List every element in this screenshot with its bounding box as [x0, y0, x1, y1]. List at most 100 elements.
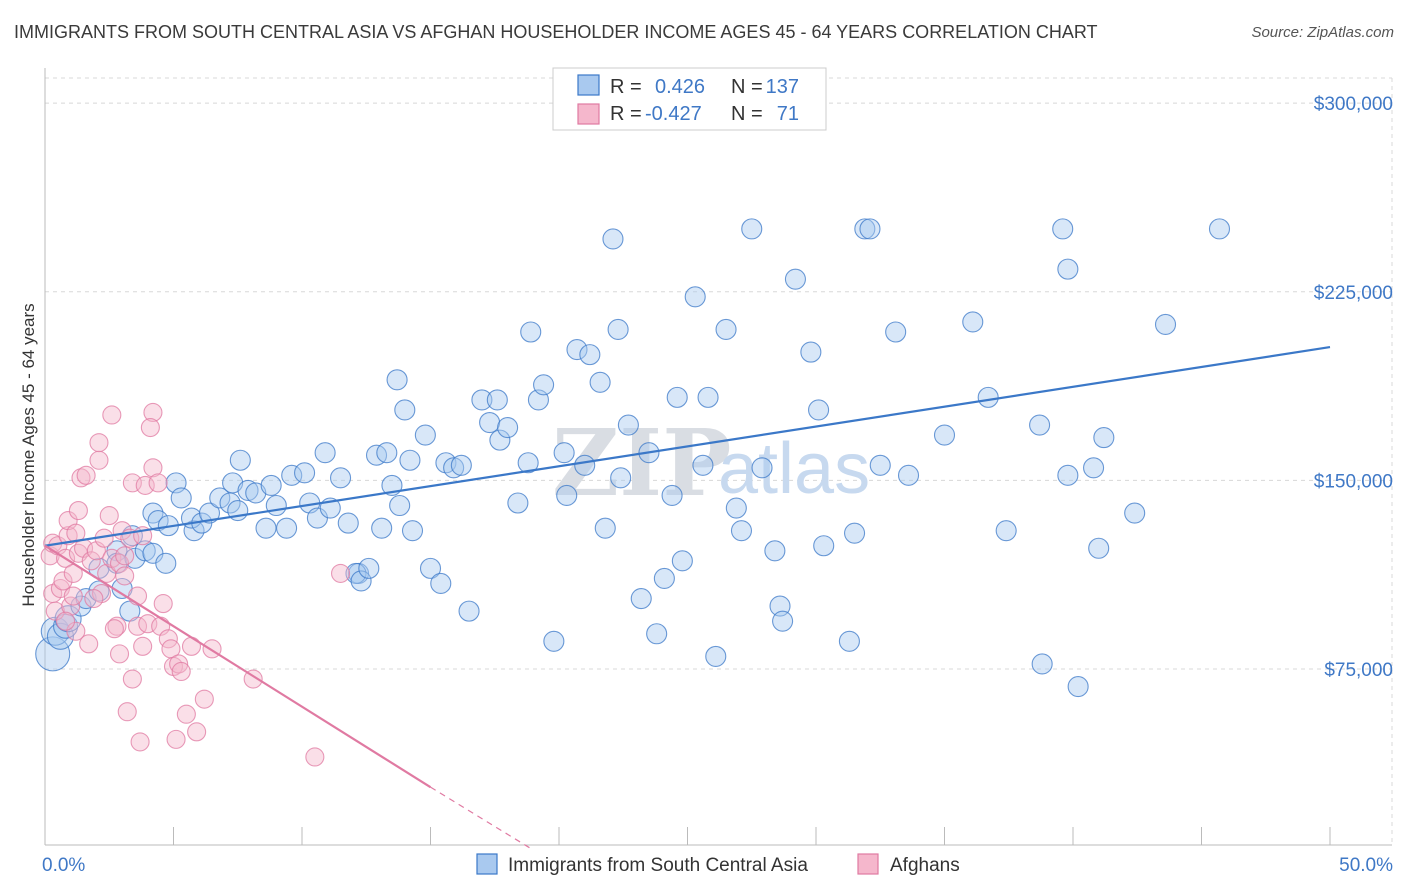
chart-title: IMMIGRANTS FROM SOUTH CENTRAL ASIA VS AF…: [14, 22, 1098, 42]
trend-line-afghans: [44, 544, 432, 789]
point-south-central-asia: [35, 636, 71, 672]
point-afghans: [115, 566, 135, 586]
point-afghans: [176, 704, 196, 724]
point-south-central-asia: [579, 344, 601, 366]
point-south-central-asia: [1057, 464, 1079, 486]
point-afghans: [127, 586, 148, 606]
point-south-central-asia: [486, 389, 508, 411]
bottom-legend-swatch-pink: [857, 853, 879, 875]
point-south-central-asia: [977, 386, 999, 408]
point-south-central-asia: [365, 444, 388, 466]
point-south-central-asia: [209, 487, 231, 509]
point-afghans: [148, 473, 168, 493]
point-afghans: [79, 634, 99, 654]
point-south-central-asia: [838, 630, 860, 652]
point-south-central-asia: [294, 462, 316, 484]
point-south-central-asia: [1029, 414, 1051, 436]
point-south-central-asia: [556, 484, 578, 506]
point-south-central-asia: [607, 318, 629, 341]
point-afghans: [153, 594, 173, 614]
axis-layer: $75,000 $150,000 $225,000 $300,000 0.0% 50.0%: [42, 68, 1393, 876]
point-south-central-asia: [198, 502, 221, 524]
point-south-central-asia: [497, 417, 519, 439]
point-south-central-asia: [399, 449, 421, 471]
point-south-central-asia: [553, 442, 575, 464]
point-south-central-asia: [329, 467, 352, 489]
point-south-central-asia: [594, 517, 616, 539]
point-afghans: [143, 402, 163, 423]
point-south-central-asia: [764, 540, 786, 562]
point-afghans: [330, 563, 351, 583]
point-afghans: [76, 465, 96, 485]
point-south-central-asia: [389, 494, 411, 517]
legend-r-value: -0.427: [645, 103, 702, 125]
point-afghans: [58, 526, 78, 546]
point-south-central-asia: [1052, 218, 1074, 240]
point-south-central-asia: [458, 600, 480, 622]
chart-source: Source: ZipAtlas.com: [1251, 24, 1394, 41]
watermark-atlas: atlas: [718, 429, 870, 509]
point-south-central-asia: [730, 520, 753, 542]
point-south-central-asia: [337, 512, 359, 534]
point-afghans: [107, 616, 127, 636]
bottom-legend: Immigrants from South Central Asia Afgha…: [476, 853, 960, 876]
point-south-central-asia: [630, 588, 652, 610]
x-tick-label: 0.0%: [42, 855, 85, 876]
point-south-central-asia: [479, 411, 501, 434]
point-afghans: [181, 636, 202, 656]
point-south-central-asia: [741, 218, 763, 240]
point-south-central-asia: [265, 494, 287, 517]
bottom-legend-swatch-blue: [476, 853, 498, 875]
legend-r-value: 0.426: [655, 76, 705, 98]
point-south-central-asia: [885, 321, 907, 343]
point-afghans: [194, 689, 214, 709]
legend-n-value: 71: [777, 103, 799, 125]
point-south-central-asia: [705, 645, 727, 667]
point-south-central-asia: [155, 552, 177, 574]
point-south-central-asia: [715, 318, 737, 341]
point-south-central-asia: [869, 454, 891, 476]
point-south-central-asia: [1057, 258, 1079, 280]
point-south-central-asia: [1031, 653, 1053, 675]
point-south-central-asia: [684, 286, 706, 308]
point-south-central-asia: [671, 550, 693, 572]
point-south-central-asia: [800, 341, 822, 363]
point-afghans: [166, 729, 186, 749]
point-south-central-asia: [859, 218, 881, 240]
point-south-central-asia: [489, 429, 511, 451]
point-south-central-asia: [1093, 427, 1115, 449]
legend-n-label: N =: [731, 103, 763, 125]
point-south-central-asia: [507, 492, 529, 514]
y-tick-label: $150,000: [1314, 471, 1393, 492]
point-south-central-asia: [589, 371, 611, 393]
y-tick-label: $225,000: [1314, 283, 1393, 304]
point-south-central-asia: [566, 339, 588, 361]
point-afghans: [71, 468, 91, 488]
point-south-central-asia: [222, 472, 244, 494]
point-south-central-asia: [276, 517, 298, 539]
point-south-central-asia: [533, 374, 555, 396]
point-afghans: [130, 732, 150, 752]
point-south-central-asia: [772, 610, 794, 632]
point-south-central-asia: [394, 399, 416, 421]
y-axis-label: Householder Income Ages 45 - 64 years: [19, 303, 38, 606]
point-afghans: [140, 418, 160, 438]
point-south-central-asia: [725, 497, 747, 519]
legend-swatch-blue: [577, 74, 600, 96]
point-south-central-asia: [450, 454, 472, 476]
point-south-central-asia: [784, 268, 806, 290]
point-south-central-asia: [371, 517, 393, 539]
point-south-central-asia: [897, 464, 920, 486]
bottom-legend-label: Afghans: [890, 855, 960, 876]
point-south-central-asia: [543, 630, 565, 652]
point-south-central-asia: [255, 517, 277, 539]
point-afghans: [99, 506, 119, 526]
point-south-central-asia: [653, 567, 675, 589]
point-south-central-asia: [237, 479, 259, 501]
point-afghans: [305, 747, 325, 767]
point-afghans: [122, 669, 142, 689]
point-south-central-asia: [443, 457, 465, 479]
trend-layer: [44, 345, 1331, 851]
point-south-central-asia: [245, 482, 267, 504]
